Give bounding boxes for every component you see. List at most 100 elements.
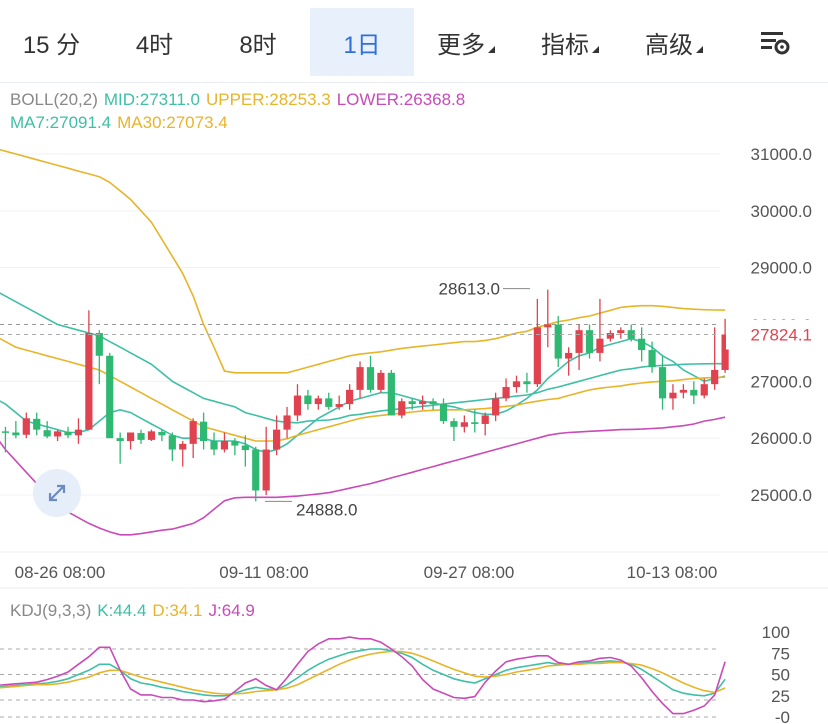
timeframe-tabs: 15 分 4时 8时 1日 更多 指标 高级 (0, 0, 828, 83)
candle-body (200, 421, 208, 442)
candle-body (210, 441, 218, 450)
boll-mid: MID:27311.0 (103, 90, 200, 109)
ma-legend: MA7:27091.4 MA30:27073.4 (10, 113, 234, 133)
high-price-label: 28613.0 (439, 280, 500, 299)
candle-body (471, 422, 479, 424)
kdj-line-k (0, 648, 726, 697)
series-line-mid (0, 292, 726, 424)
price-axis: 25000.026000.027000.028000.029000.030000… (0, 145, 828, 582)
chart-settings-icon[interactable] (752, 24, 796, 60)
dropdown-corner-icon (592, 45, 599, 53)
candle-body (12, 432, 20, 436)
candle-body (658, 367, 667, 399)
candle-body (189, 421, 197, 444)
kdj-grid (0, 648, 720, 718)
candle-body (512, 381, 521, 388)
expand-arrows-icon (48, 484, 66, 502)
candle-body (627, 330, 635, 339)
candle-body (64, 431, 72, 436)
boll-lower: LOWER:26368.8 (336, 90, 466, 109)
candle-body (565, 352, 573, 359)
series-line-lower (0, 416, 726, 536)
kdj-legend: KDJ(9,3,3) K:44.4 D:34.1 J:64.9 (10, 601, 261, 621)
tab-more[interactable]: 更多 (414, 8, 518, 76)
candle-body (293, 395, 302, 416)
candle-body (231, 441, 239, 446)
boll-legend: BOLL(20,2) MID:27311.0 UPPER:28253.3 LOWER:… (10, 90, 471, 110)
candle-body (220, 441, 229, 450)
series-line-ma30 (0, 337, 726, 442)
boll-upper: UPPER:28253.3 (205, 90, 331, 109)
kdj-axis: 100 75 50 25 -0 (762, 623, 790, 724)
candle-body (1, 431, 10, 433)
kdj-label: KDJ(9,3,3) (10, 601, 92, 620)
kdj-line-j (0, 636, 726, 715)
tab-indicators[interactable]: 指标 (518, 8, 622, 76)
candle-body (168, 435, 176, 450)
ma30-label: MA30:27073.4 (117, 113, 228, 132)
candle-body (700, 384, 708, 396)
boll-label: BOLL(20,2) (10, 90, 98, 109)
candle-body (606, 333, 614, 339)
tab-1d[interactable]: 1日 (310, 8, 414, 76)
candle-body (533, 327, 541, 385)
kdj-tick-label: 25 (771, 687, 790, 706)
candle-body (33, 418, 41, 430)
candle-body (22, 418, 30, 435)
candle-body (314, 398, 322, 405)
indicator-lines (0, 148, 726, 536)
candle-body (429, 401, 437, 405)
candle-body (356, 367, 364, 390)
time-tick-label: 10-13 08:00 (627, 563, 718, 582)
main-grid (0, 153, 720, 496)
candle-body (74, 429, 83, 436)
candle-body (304, 395, 312, 405)
last-price-label: 27824.1 (751, 325, 812, 344)
last-price-tag (726, 319, 828, 350)
candle-body (147, 431, 156, 440)
series-line-upper (0, 148, 726, 374)
candle-body (544, 324, 552, 328)
candle-body (596, 338, 604, 353)
kdj-chart[interactable]: 100 75 50 25 -0 (0, 590, 828, 724)
candle-body (273, 429, 281, 450)
price-tick-label: 30000.0 (751, 202, 812, 221)
candle-body (325, 398, 333, 407)
candlestick-chart[interactable]: 25000.026000.027000.028000.029000.030000… (0, 0, 828, 600)
candle-body (711, 369, 719, 385)
candle-body (408, 401, 416, 405)
candle-body (450, 421, 458, 427)
candle-body (346, 389, 354, 405)
candle-body (419, 401, 427, 405)
candle-body (721, 334, 729, 370)
candle-body (366, 367, 375, 390)
time-tick-label: 09-11 08:00 (219, 563, 308, 582)
tab-advanced[interactable]: 高级 (622, 8, 726, 76)
candle-body (669, 392, 677, 399)
candle-body (679, 389, 687, 393)
tab-4h[interactable]: 4时 (135, 31, 174, 59)
kdj-d: D:34.1 (152, 601, 203, 620)
candle-body (262, 449, 270, 491)
tab-8h[interactable]: 8时 (239, 31, 277, 59)
candle-body (137, 433, 145, 440)
candle-body (648, 350, 656, 368)
tab-15m[interactable]: 15 分 (22, 31, 81, 59)
candle-body (252, 449, 260, 491)
candle-body (638, 338, 646, 351)
price-tick-label: 31000.0 (751, 145, 812, 164)
dropdown-corner-icon (696, 45, 703, 53)
time-tick-label: 08-26 08:00 (15, 563, 106, 582)
candle-body (53, 431, 62, 437)
price-tick-label: 29000.0 (751, 259, 812, 278)
low-price-label: 24888.0 (296, 500, 357, 519)
candle-body (241, 445, 249, 451)
candle-body (43, 430, 51, 437)
kdj-j: J:64.9 (208, 601, 255, 620)
candle-body (690, 389, 698, 396)
candle-body (283, 415, 291, 430)
ma7-label: MA7:27091.4 (10, 113, 112, 132)
price-tick-label: 25000.0 (751, 486, 812, 505)
expand-chart-button[interactable] (33, 469, 81, 517)
candle-body (617, 330, 625, 334)
